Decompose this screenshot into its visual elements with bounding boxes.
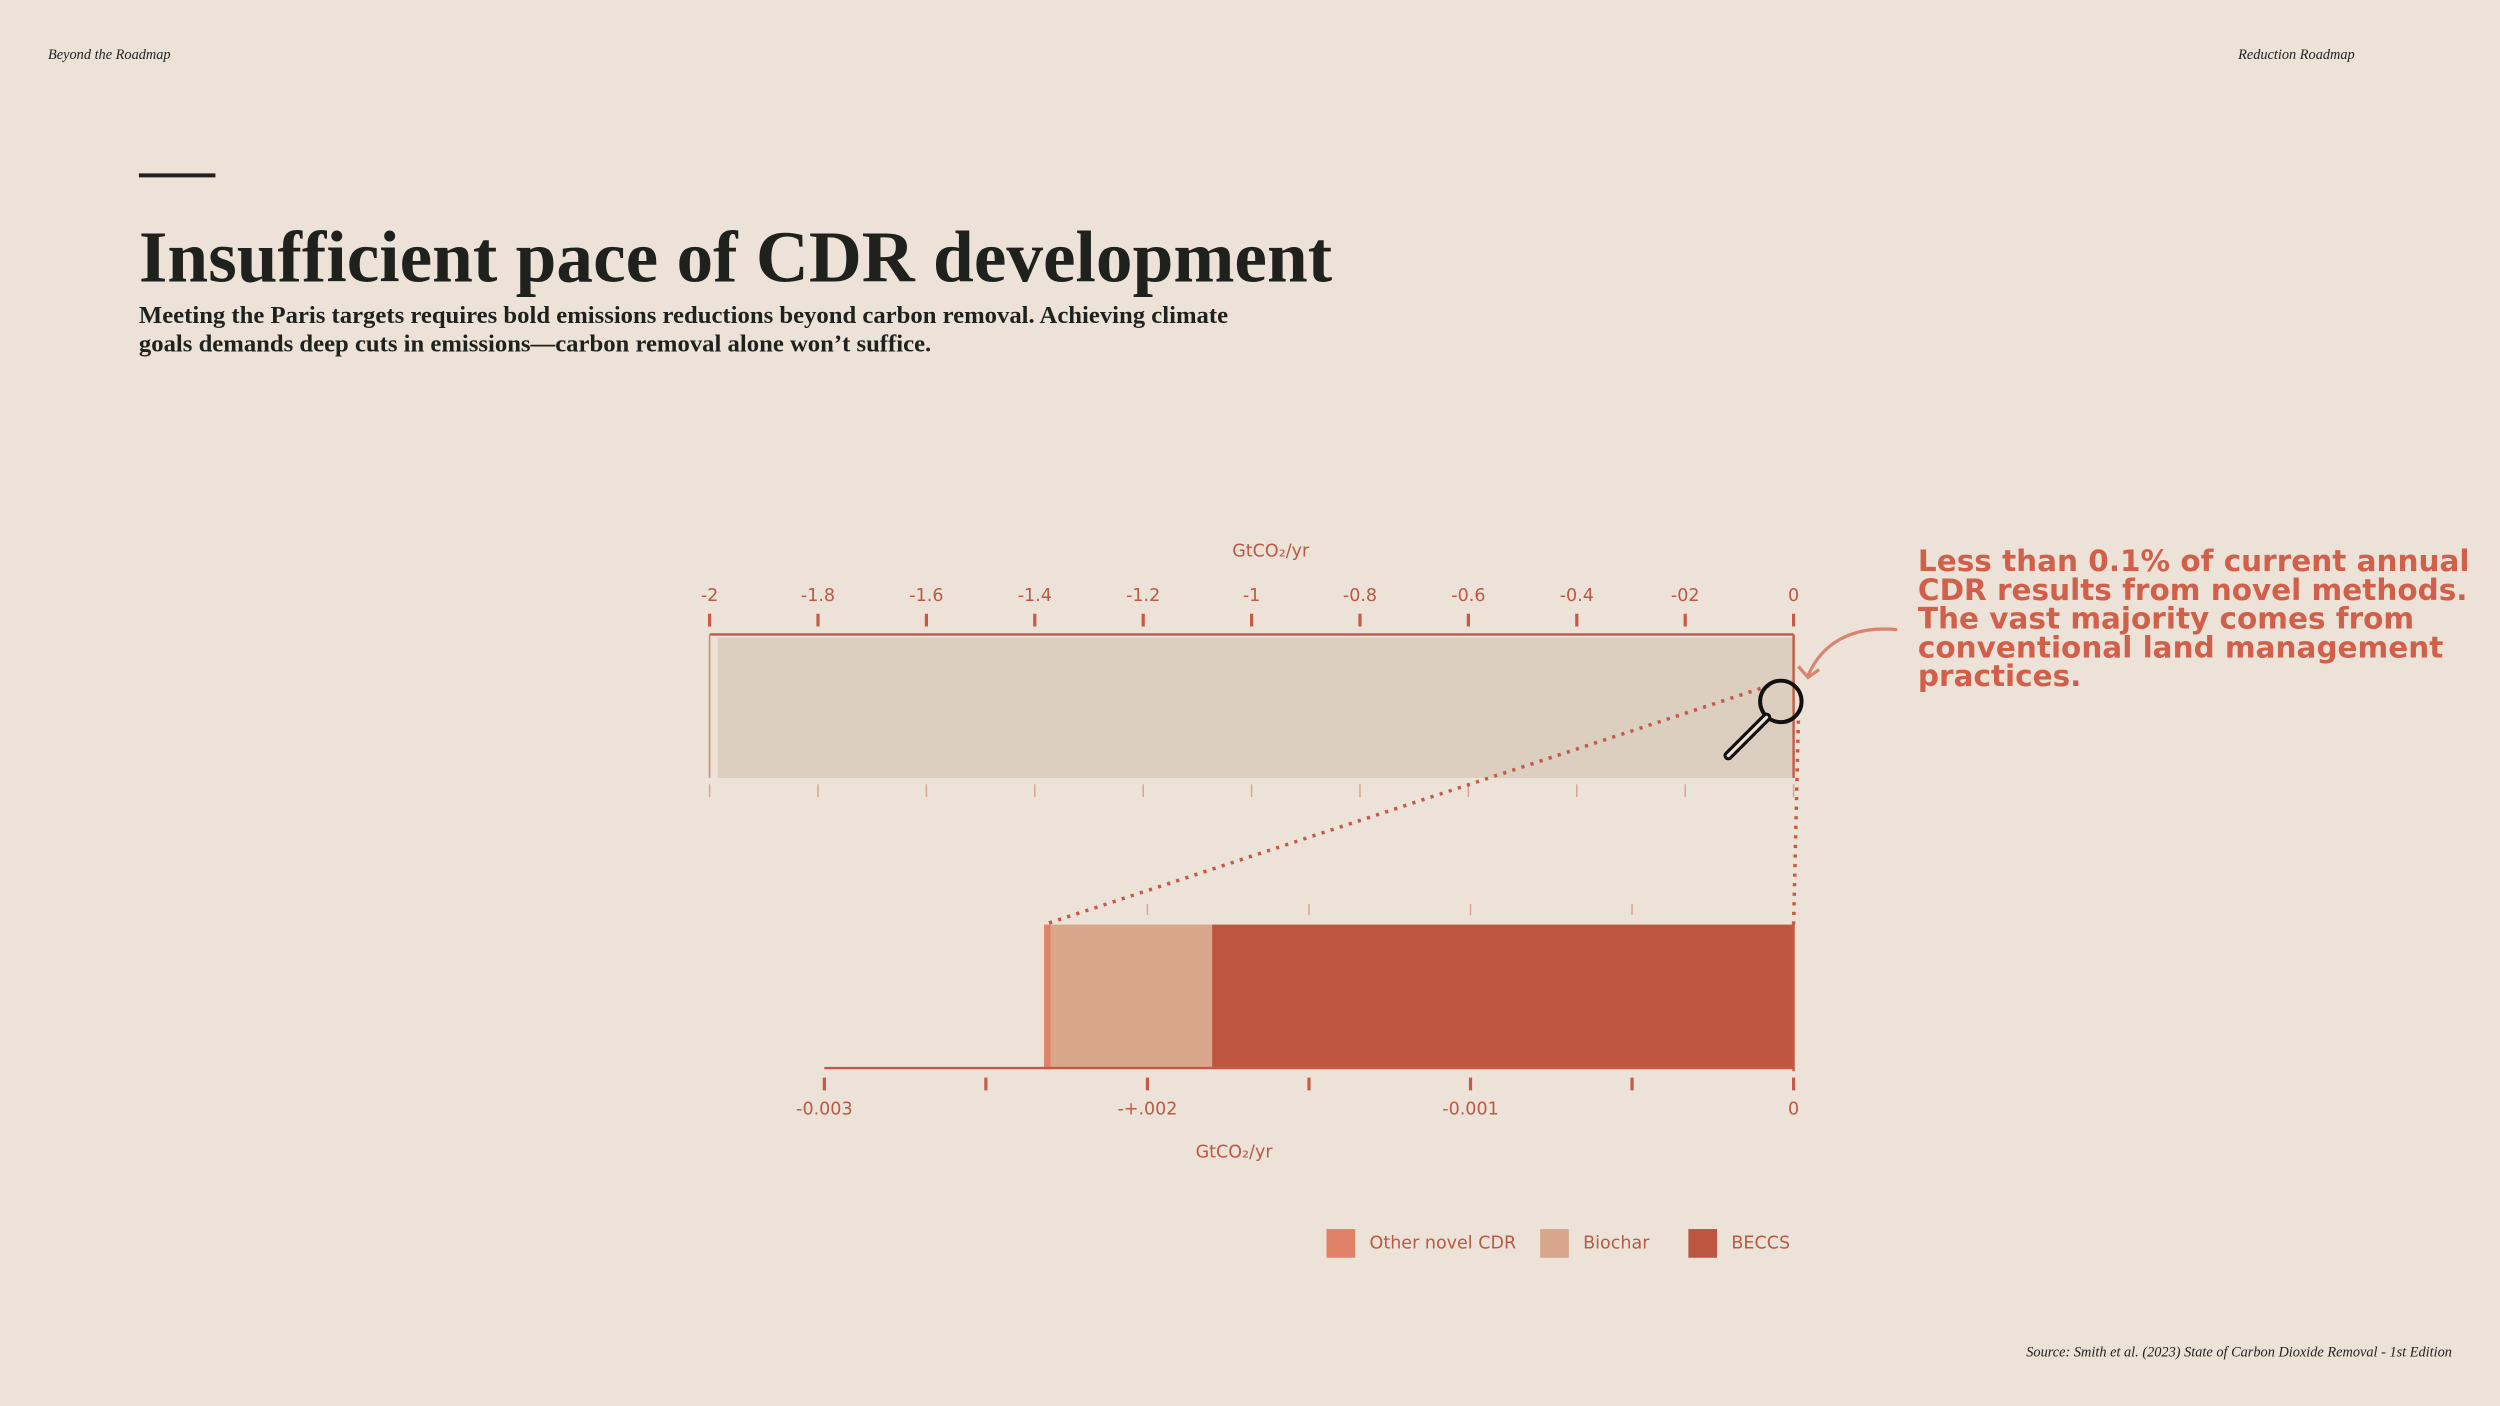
bar-segment (1212, 924, 1794, 1069)
axis-title: GtCO₂/yr (1196, 1143, 1274, 1163)
x-tick-label: -1.8 (801, 586, 835, 606)
legend-label: Biochar (1583, 1233, 1650, 1253)
annotation-arrow (1806, 627, 1898, 677)
annotation-line: CDR results from novel methods. (1918, 573, 2468, 607)
bar-segment (1050, 924, 1213, 1069)
title: Insufficient pace of CDR development (139, 216, 1333, 297)
bar-segment (1044, 924, 1051, 1069)
x-tick-label: 0 (1788, 586, 1799, 606)
annotation-line: conventional land management (1918, 630, 2443, 664)
x-tick-label: -1.4 (1018, 586, 1052, 606)
x-tick-label: -0.003 (796, 1099, 852, 1119)
x-tick-label: -0.6 (1451, 586, 1485, 606)
zoom-connector (1043, 683, 1771, 927)
source: Source: Smith et al. (2023) State of Car… (2026, 1345, 2452, 1361)
subtitle-line: goals demands deep cuts in emissions—car… (139, 331, 931, 358)
x-tick-label: -2 (701, 586, 718, 606)
header-left: Beyond the Roadmap (48, 47, 171, 63)
legend-label: BECCS (1731, 1233, 1790, 1253)
x-tick-label: -0.001 (1442, 1099, 1498, 1119)
x-tick-label: -+.002 (1117, 1099, 1177, 1119)
bar (717, 637, 1794, 778)
magnifier-handle-inner (1726, 715, 1769, 758)
legend-swatch (1540, 1229, 1569, 1258)
x-tick-label: -02 (1671, 586, 1700, 606)
legend-swatch (1688, 1229, 1718, 1258)
subtitle-line: Meeting the Paris targets requires bold … (139, 302, 1228, 329)
legend-label: Other novel CDR (1370, 1233, 1517, 1253)
x-tick-label: -1.6 (909, 586, 943, 606)
annotation-line: practices. (1918, 659, 2081, 693)
header-right: Reduction Roadmap (2237, 47, 2355, 63)
x-tick-label: -0.8 (1343, 586, 1377, 606)
annotation-line: Less than 0.1% of current annual (1918, 544, 2470, 578)
arrow-head (1797, 665, 1821, 680)
axis-title: GtCO₂/yr (1232, 542, 1310, 562)
annotation-line: The vast majority comes from (1918, 602, 2414, 636)
x-tick-label: 0 (1788, 1099, 1799, 1119)
x-tick-label: -0.4 (1560, 586, 1594, 606)
magnifier-lens (1758, 678, 1804, 725)
x-tick-label: -1 (1243, 586, 1260, 606)
legend-swatch (1326, 1229, 1356, 1258)
x-tick-label: -1.2 (1126, 586, 1160, 606)
